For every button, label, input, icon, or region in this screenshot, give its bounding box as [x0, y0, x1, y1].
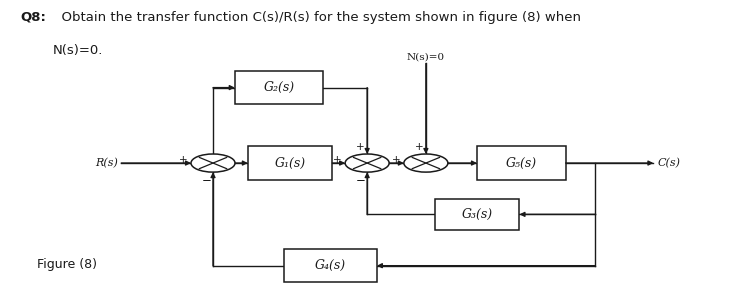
FancyBboxPatch shape	[435, 199, 520, 230]
Text: +: +	[357, 143, 365, 152]
Text: +: +	[392, 155, 400, 165]
Circle shape	[191, 154, 235, 172]
Text: Obtain the transfer function C(s)/R(s) for the system shown in figure (8) when: Obtain the transfer function C(s)/R(s) f…	[53, 10, 581, 24]
Text: +: +	[333, 155, 342, 165]
Circle shape	[404, 154, 448, 172]
Circle shape	[345, 154, 389, 172]
Text: −: −	[201, 174, 211, 187]
Text: +: +	[179, 155, 187, 165]
Text: R(s): R(s)	[94, 158, 118, 168]
Text: N(s)=0: N(s)=0	[407, 53, 445, 62]
Text: G₃(s): G₃(s)	[461, 208, 493, 221]
Text: G₄(s): G₄(s)	[315, 259, 346, 272]
Text: −: −	[356, 174, 366, 187]
FancyBboxPatch shape	[477, 146, 565, 180]
Text: Q8:: Q8:	[21, 10, 46, 24]
Text: +: +	[415, 143, 424, 152]
Text: G₅(s): G₅(s)	[506, 156, 537, 170]
FancyBboxPatch shape	[248, 146, 333, 180]
Text: G₂(s): G₂(s)	[264, 81, 294, 94]
Text: C(s): C(s)	[657, 158, 680, 168]
Text: G₁(s): G₁(s)	[275, 156, 306, 170]
FancyBboxPatch shape	[234, 71, 324, 104]
Text: Figure (8): Figure (8)	[37, 258, 97, 271]
Text: N(s)=0.: N(s)=0.	[53, 44, 103, 57]
FancyBboxPatch shape	[284, 249, 377, 282]
